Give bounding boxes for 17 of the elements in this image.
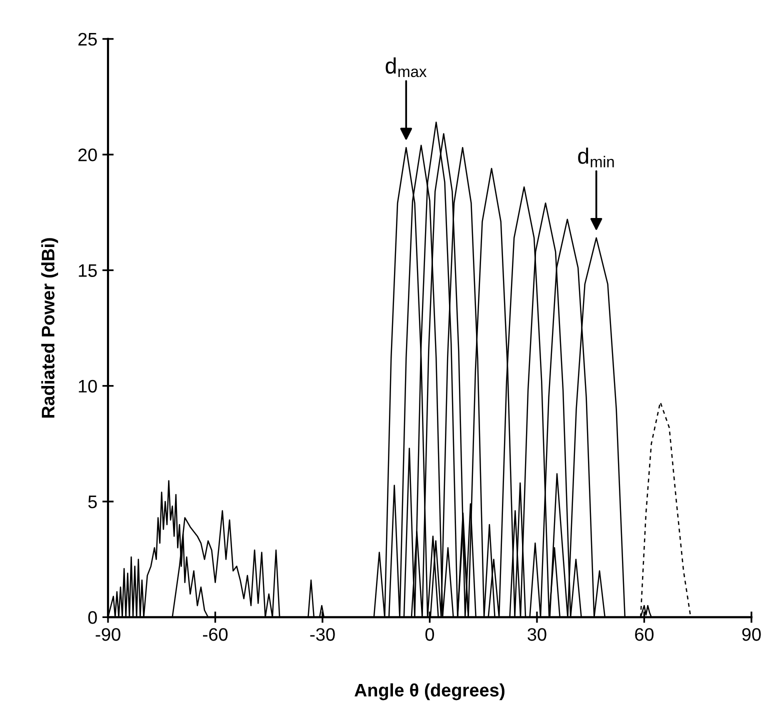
y-axis-title: Radiated Power (dBi) bbox=[41, 238, 58, 418]
x-tick-label: -30 bbox=[310, 628, 335, 641]
y-tick-label: 20 bbox=[78, 148, 97, 162]
annotation: d$_{min}$ bbox=[578, 148, 614, 168]
x-tick-label: 60 bbox=[635, 628, 654, 641]
y-tick-label: 15 bbox=[78, 264, 97, 277]
y-tick-label: 25 bbox=[78, 32, 97, 46]
x-tick-label: -60 bbox=[203, 628, 228, 641]
x-tick-label: 30 bbox=[528, 628, 546, 641]
y-tick-label: 0 bbox=[88, 611, 97, 624]
x-tick-label: 90 bbox=[742, 628, 761, 641]
x-tick-label: -90 bbox=[96, 628, 120, 641]
y-tick-label: 10 bbox=[78, 380, 97, 393]
x-axis-title: Angle θ (degrees) bbox=[354, 683, 504, 700]
annotation: d$_{max}$ bbox=[386, 57, 427, 78]
y-tick-label: 5 bbox=[88, 496, 97, 508]
x-tick-label: 0 bbox=[425, 628, 434, 641]
